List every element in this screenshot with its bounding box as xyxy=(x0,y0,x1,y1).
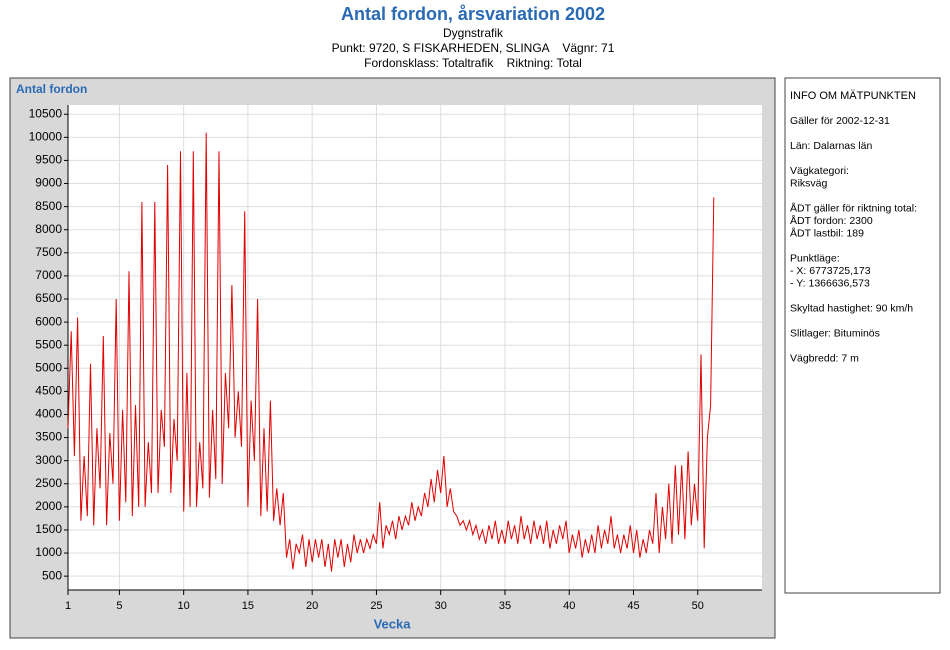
y-tick-label: 1500 xyxy=(35,522,62,536)
info-heading: INFO OM MÄTPUNKTEN xyxy=(790,90,916,102)
y-tick-label: 10000 xyxy=(29,130,63,144)
y-tick-label: 6500 xyxy=(35,291,62,305)
y-tick-label: 9000 xyxy=(35,176,62,190)
y-tick-label: 7000 xyxy=(35,268,62,282)
x-tick-label: 40 xyxy=(563,600,575,612)
subtitle: Fordonsklass: Totaltrafik Riktning: Tota… xyxy=(364,56,582,70)
info-line: Slitlager: Bituminös xyxy=(790,327,880,339)
y-tick-label: 4500 xyxy=(35,384,62,398)
y-tick-label: 1000 xyxy=(35,545,62,559)
info-line: Vägbredd: 7 m xyxy=(790,352,859,364)
y-tick-label: 5500 xyxy=(35,337,62,351)
info-text: INFO OM MÄTPUNKTEN Gäller för 2002-12-31 L… xyxy=(790,90,917,364)
y-tick-label: 3000 xyxy=(35,453,62,467)
y-tick-label: 4000 xyxy=(35,407,62,421)
x-tick-label: 35 xyxy=(499,600,511,612)
info-line: Riksväg xyxy=(790,177,828,189)
x-tick-label: 10 xyxy=(178,600,190,612)
info-line: - Y: 1366636,573 xyxy=(790,277,870,289)
y-tick-label: 2000 xyxy=(35,499,62,513)
y-tick-label: 500 xyxy=(42,568,62,582)
info-line: Län: Dalarnas län xyxy=(790,140,872,152)
y-tick-label: 5000 xyxy=(35,360,62,374)
x-tick-label: 30 xyxy=(435,600,447,612)
y-tick-label: 2500 xyxy=(35,476,62,490)
info-line: Gäller för 2002-12-31 xyxy=(790,115,890,127)
info-line: Skyltad hastighet: 90 km/h xyxy=(790,302,913,314)
y-tick-label: 8000 xyxy=(35,222,62,236)
x-tick-label: 25 xyxy=(370,600,382,612)
y-tick-label: 9500 xyxy=(35,153,62,167)
x-tick-label: 5 xyxy=(116,600,122,612)
info-line: Vägkategori: xyxy=(790,165,849,177)
x-axis-label: Vecka xyxy=(374,616,412,631)
subtitle: Dygnstrafik xyxy=(443,26,504,40)
x-tick-label: 45 xyxy=(627,600,639,612)
x-tick-label: 15 xyxy=(242,600,254,612)
data-line xyxy=(67,132,715,572)
info-line: Punktläge: xyxy=(790,252,840,264)
y-tick-label: 3500 xyxy=(35,430,62,444)
subtitle: Punkt: 9720, S FISKARHEDEN, SLINGA Vägnr… xyxy=(332,41,615,55)
x-tick-label: 1 xyxy=(65,600,71,612)
x-tick-label: 20 xyxy=(306,600,318,612)
chart-title: Antal fordon, årsvariation 2002 xyxy=(341,4,605,24)
plot-area xyxy=(68,105,762,590)
y-axis-label: Antal fordon xyxy=(16,82,87,96)
y-tick-label: 7500 xyxy=(35,245,62,259)
info-line: ÅDT lastbil: 189 xyxy=(790,226,864,239)
info-panel xyxy=(784,77,941,594)
y-tick-label: 8500 xyxy=(35,199,62,213)
info-line: ÅDT gäller för riktning total: xyxy=(790,201,917,214)
x-tick-label: 50 xyxy=(692,600,704,612)
y-tick-label: 10500 xyxy=(29,106,63,120)
info-line: - X: 6773725,173 xyxy=(790,265,871,277)
info-line: ÅDT fordon: 2300 xyxy=(790,214,873,227)
y-tick-label: 6000 xyxy=(35,314,62,328)
